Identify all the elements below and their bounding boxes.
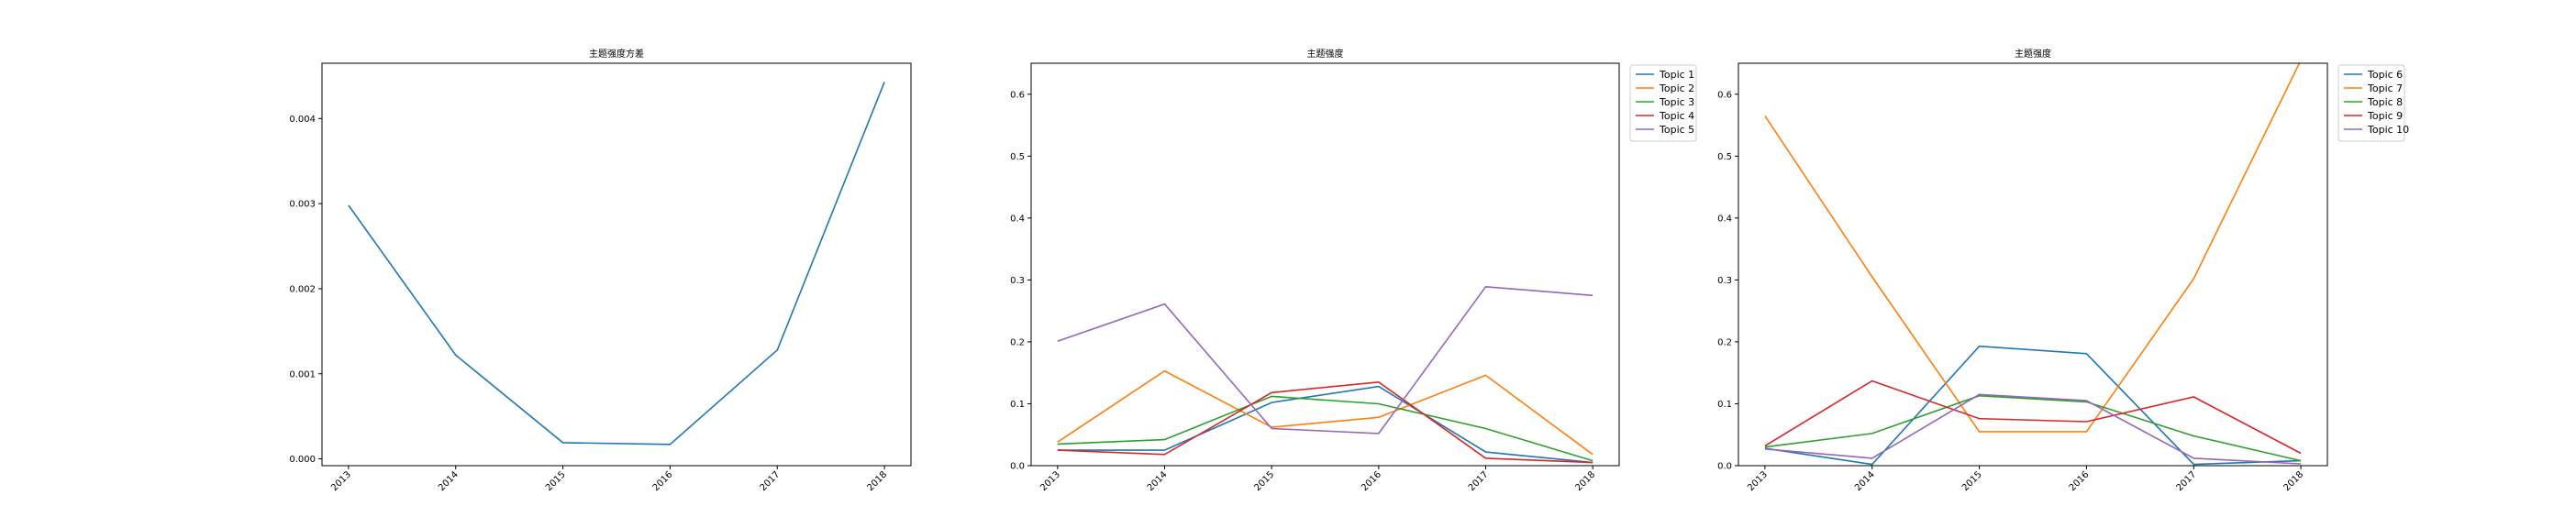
legend-label: Topic 5: [1659, 124, 1694, 136]
plot-frame: [1030, 62, 1620, 467]
y-tick-label: 0.002: [289, 284, 316, 294]
x-tick-label: 2015: [1960, 469, 1984, 493]
chart-panel-topics-1-5: 主题强度 2013 2014 2015 2016 2017 2018 0.0 0.1 0.2 0.3…: [1010, 48, 1697, 493]
plot-frame: [1738, 62, 2328, 467]
series-line-topic-9: [1764, 380, 2302, 455]
series-line-topic-3: [1057, 395, 1593, 462]
series-line-topic-5: [1057, 285, 1593, 434]
x-tick-label: 2014: [437, 469, 461, 493]
series-line-topic-1: [1057, 385, 1593, 464]
series-line-topic-6: [1764, 345, 2302, 466]
chart-panel-topics-6-10: 主题强度 2013 2014 2015 2016 2017 2018 0.0 0.1 0.2 0.3…: [1717, 48, 2409, 493]
y-tick-label: 0.5: [1010, 152, 1025, 162]
y-tick-label: 0.6: [1010, 90, 1025, 100]
x-tick-label: 2018: [2282, 469, 2305, 493]
series-line-topic-4: [1057, 380, 1593, 464]
y-tick-label: 0.0: [1717, 462, 1732, 472]
legend: [2337, 64, 2405, 142]
chart-title: 主题强度方差: [589, 48, 644, 60]
x-tick-label: 2014: [1146, 469, 1170, 493]
series-line-topic-2: [1057, 369, 1593, 456]
x-tick-label: 2017: [2175, 469, 2199, 493]
y-tick-label: 0.4: [1010, 214, 1025, 224]
y-tick-label: 0.1: [1010, 400, 1025, 410]
x-tick-label: 2016: [1360, 469, 1383, 493]
legend-label: Topic 8: [2367, 96, 2403, 108]
x-tick-label: 2013: [1038, 469, 1062, 493]
y-tick-label: 0.1: [1717, 400, 1732, 410]
y-tick-label: 0.2: [1010, 337, 1025, 347]
x-tick-label: 2017: [759, 469, 783, 493]
x-tick-label: 2016: [651, 469, 675, 493]
y-tick-label: 0.004: [289, 115, 316, 125]
legend: [1629, 64, 1697, 142]
y-tick-label: 0.3: [1717, 276, 1732, 286]
y-tick-label: 0.000: [289, 455, 316, 465]
y-tick-label: 0.5: [1717, 152, 1732, 162]
legend-label: Topic 6: [2367, 69, 2403, 81]
x-tick-label: 2016: [2068, 469, 2092, 493]
y-tick-label: 0.0: [1010, 462, 1025, 472]
plot-frame: [321, 62, 912, 467]
series-line: [348, 82, 885, 446]
legend-label: Topic 2: [1659, 82, 1694, 94]
y-tick-label: 0.2: [1717, 337, 1732, 347]
legend-label: Topic 9: [2367, 110, 2403, 122]
chart-title: 主题强度: [1307, 48, 1344, 60]
x-tick-label: 2015: [1253, 469, 1277, 493]
y-tick-label: 0.001: [289, 369, 316, 380]
legend-label: Topic 1: [1659, 69, 1694, 81]
y-tick-label: 0.003: [289, 200, 316, 210]
chart-title: 主题强度: [2015, 48, 2051, 60]
legend-label: Topic 10: [2367, 124, 2409, 136]
legend-label: Topic 4: [1659, 110, 1694, 122]
chart-panel-variance: 主题强度方差 2013 2014 2015 2016 2017 2018 0.000 0.001…: [289, 48, 912, 493]
legend-label: Topic 7: [2367, 82, 2403, 94]
x-tick-label: 2018: [865, 469, 889, 493]
series-line-topic-8: [1764, 394, 2302, 462]
x-tick-label: 2017: [1467, 469, 1491, 493]
y-tick-label: 0.3: [1010, 276, 1025, 286]
series-line-topic-7: [1764, 63, 2301, 433]
x-tick-label: 2015: [544, 469, 568, 493]
y-tick-label: 0.4: [1717, 214, 1732, 224]
x-tick-label: 2014: [1853, 469, 1877, 493]
legend-label: Topic 3: [1659, 96, 1694, 108]
x-tick-label: 2013: [1746, 469, 1770, 493]
series-line-topic-10: [1764, 393, 2302, 465]
x-tick-label: 2018: [1574, 469, 1598, 493]
x-tick-label: 2013: [329, 469, 353, 493]
y-tick-label: 0.6: [1717, 90, 1732, 100]
